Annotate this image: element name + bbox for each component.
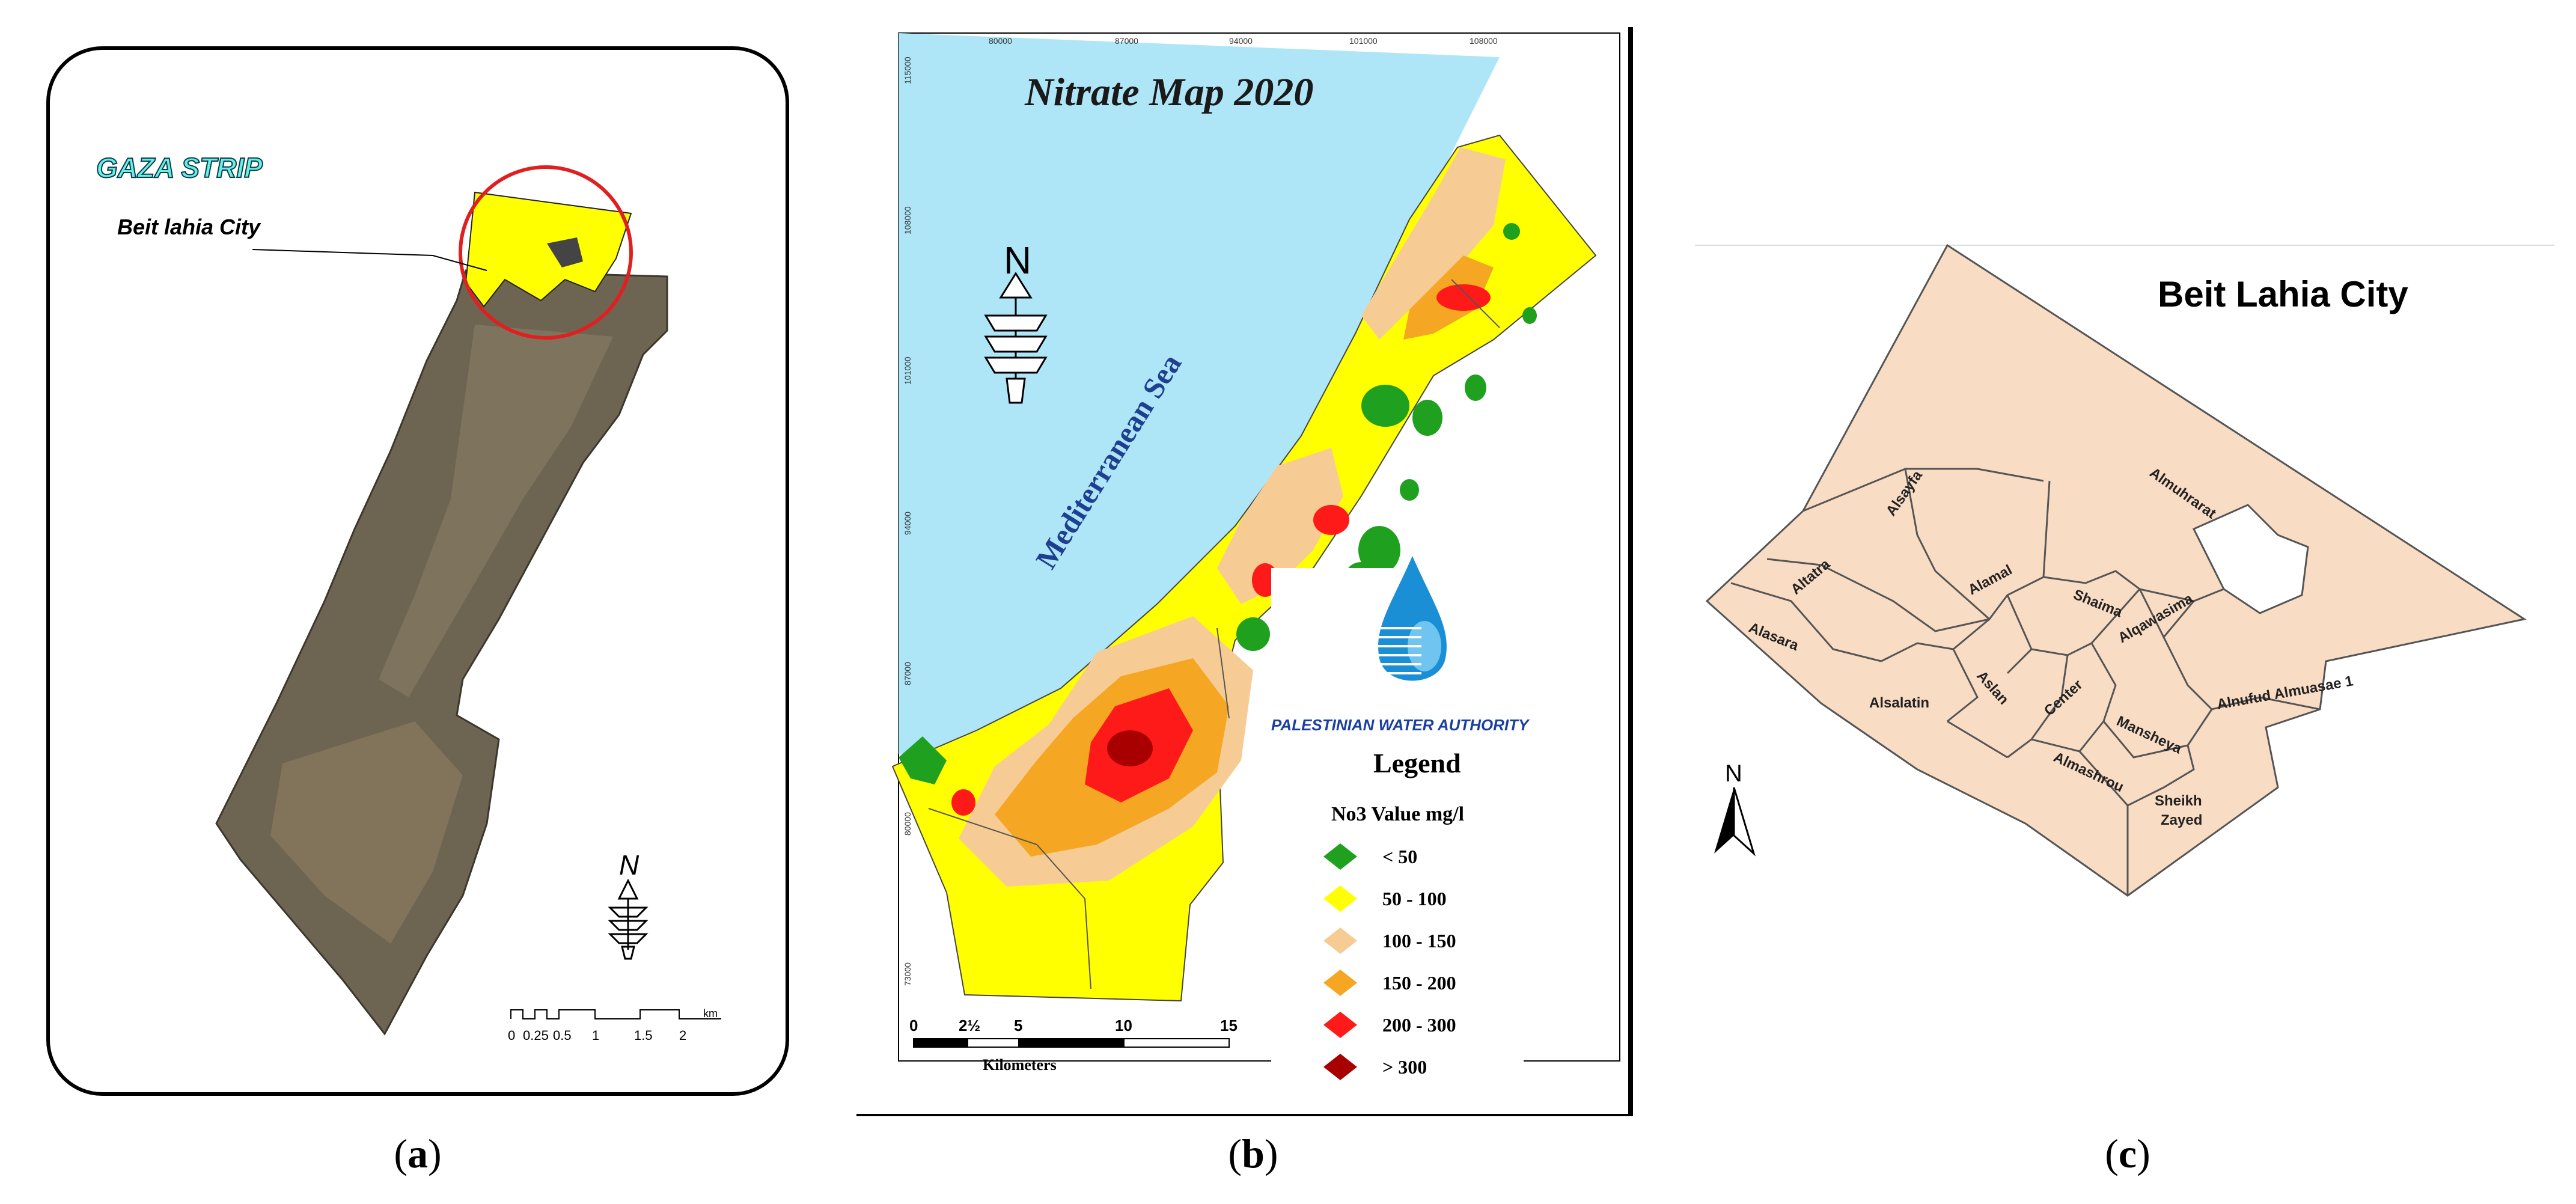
zone-under-50-sw (899, 736, 947, 784)
district-alsalatin: Alsalatin (1869, 695, 1929, 711)
svg-text:87000: 87000 (1115, 36, 1138, 46)
svg-text:80000: 80000 (903, 812, 912, 836)
panel-c-beit-lahia: Beit Lahia City Almuhrarat Alsayfa Altat… (1695, 243, 2554, 897)
north-arrow-icon-c (1714, 787, 1756, 857)
zone-under-50-i (1236, 617, 1270, 651)
zone-under-50-c (1465, 374, 1486, 401)
zone-under-50-f (1400, 479, 1419, 501)
legend-swatch (1323, 843, 1357, 870)
zone-100-150-north (1361, 147, 1506, 340)
highlight-circle (459, 165, 633, 340)
district-zayed: Zayed (2161, 812, 2202, 828)
north-letter: N (619, 849, 639, 881)
scale-ticks-b: 0 2½ 5 10 15 (909, 1016, 1238, 1034)
district-sheikh: Sheikh (2155, 793, 2202, 809)
legend-swatch (1323, 1012, 1357, 1038)
scale-bar-b (913, 1038, 1230, 1048)
svg-text:0: 0 (909, 1016, 918, 1034)
legend-label: 150 - 200 (1382, 972, 1456, 994)
svg-text:73000: 73000 (903, 962, 912, 986)
caption-c: (c) (2105, 1131, 2150, 1176)
svg-text:0.25: 0.25 (523, 1028, 549, 1043)
zone-200-300-sw (951, 789, 975, 816)
scale-bar (510, 1009, 721, 1019)
governorate-boundary-2 (928, 808, 1091, 989)
map-title: Nitrate Map 2020 (1024, 70, 1313, 114)
svg-text:94000: 94000 (1229, 36, 1253, 46)
svg-text:108000: 108000 (903, 206, 912, 234)
legend-label: 100 - 150 (1382, 930, 1456, 952)
legend-swatch (1323, 885, 1357, 912)
legend-title: Legend (1373, 748, 1461, 778)
caption-a: (a) (394, 1131, 442, 1176)
authority-name: PALESTINIAN WATER AUTHORITY (1271, 716, 1530, 734)
zone-200-300-north (1436, 284, 1491, 311)
svg-text:101000: 101000 (1349, 36, 1378, 46)
svg-text:87000: 87000 (903, 662, 912, 685)
svg-text:10: 10 (1115, 1016, 1132, 1034)
legend-label: < 50 (1382, 846, 1417, 867)
city-title: Beit Lahia City (2158, 274, 2408, 314)
svg-text:101000: 101000 (903, 356, 912, 385)
zone-100-150-mid (1217, 448, 1343, 604)
legend-swatch (1323, 970, 1357, 996)
svg-text:1.5: 1.5 (634, 1028, 653, 1043)
svg-text:80000: 80000 (989, 36, 1012, 46)
zone-under-50-b (1412, 400, 1442, 436)
beit-lahia-callout: Beit lahia City (117, 215, 261, 239)
left-axis-ticks: 115000 108000 101000 94000 87000 80000 7… (903, 57, 912, 986)
zone-200-300-mid (1313, 505, 1349, 535)
svg-text:1: 1 (592, 1028, 599, 1043)
gaza-strip-title: GAZA STRIP (96, 152, 263, 183)
north-letter-c: N (1725, 760, 1742, 787)
beit-lahia-hole (547, 237, 583, 267)
governorate-boundary-1 (1216, 628, 1230, 719)
governorate-boundary-3 (1451, 279, 1500, 328)
legend-label: > 300 (1382, 1056, 1427, 1078)
legend-label: 50 - 100 (1382, 888, 1447, 909)
zone-under-50-h (1522, 307, 1537, 324)
legend-subtitle: No3 Value mg/l (1331, 803, 1464, 825)
gaza-strip-texture (379, 325, 613, 697)
excluded-area (2192, 504, 2309, 614)
svg-text:115000: 115000 (903, 57, 912, 84)
zone-under-50-a (1361, 385, 1409, 427)
zone-under-50-g (1503, 223, 1520, 240)
district-boundaries (1730, 468, 2321, 896)
panel-b-nitrate-map: Nitrate Map 2020 Mediterranean Sea N 800… (856, 27, 1633, 1116)
zone-under-50-d (1358, 526, 1400, 574)
legend-swatch (1323, 927, 1357, 954)
callout-leader-line (252, 249, 487, 271)
north-arrow-icon-b (984, 272, 1048, 404)
north-arrow-icon (608, 878, 649, 960)
north-letter-b: N (1004, 239, 1031, 282)
sea-area (899, 33, 1500, 754)
svg-text:km: km (703, 1007, 718, 1019)
gaza-strip-texture-south (270, 721, 463, 944)
caption-b: (b) (1228, 1131, 1278, 1176)
beit-lahia-area (465, 191, 632, 308)
panel-a-gaza-strip: GAZA STRIP Beit lahia City N 0 0.25 0.5 … (46, 46, 789, 1096)
legend-swatch (1323, 1054, 1357, 1080)
scale-ticks: 0 0.25 0.5 1 1.5 2 km (508, 1007, 718, 1043)
svg-text:0.5: 0.5 (553, 1028, 572, 1043)
scale-unit-b: Kilometers (983, 1056, 1057, 1074)
svg-text:15: 15 (1220, 1016, 1238, 1034)
legend-items: < 50 50 - 100 100 - 150 150 - 200 200 - 300 >… (1323, 843, 1456, 1080)
svg-text:2½: 2½ (959, 1016, 980, 1034)
water-drop-logo (1373, 556, 1447, 681)
top-axis-ticks: 80000 87000 94000 101000 108000 (989, 36, 1498, 46)
legend-label: 200 - 300 (1382, 1014, 1456, 1036)
zone-over-300-south (1107, 730, 1153, 766)
svg-text:5: 5 (1014, 1016, 1022, 1034)
svg-text:0: 0 (508, 1028, 515, 1043)
svg-text:108000: 108000 (1470, 36, 1498, 46)
svg-text:94000: 94000 (903, 512, 912, 535)
svg-text:2: 2 (679, 1028, 686, 1043)
